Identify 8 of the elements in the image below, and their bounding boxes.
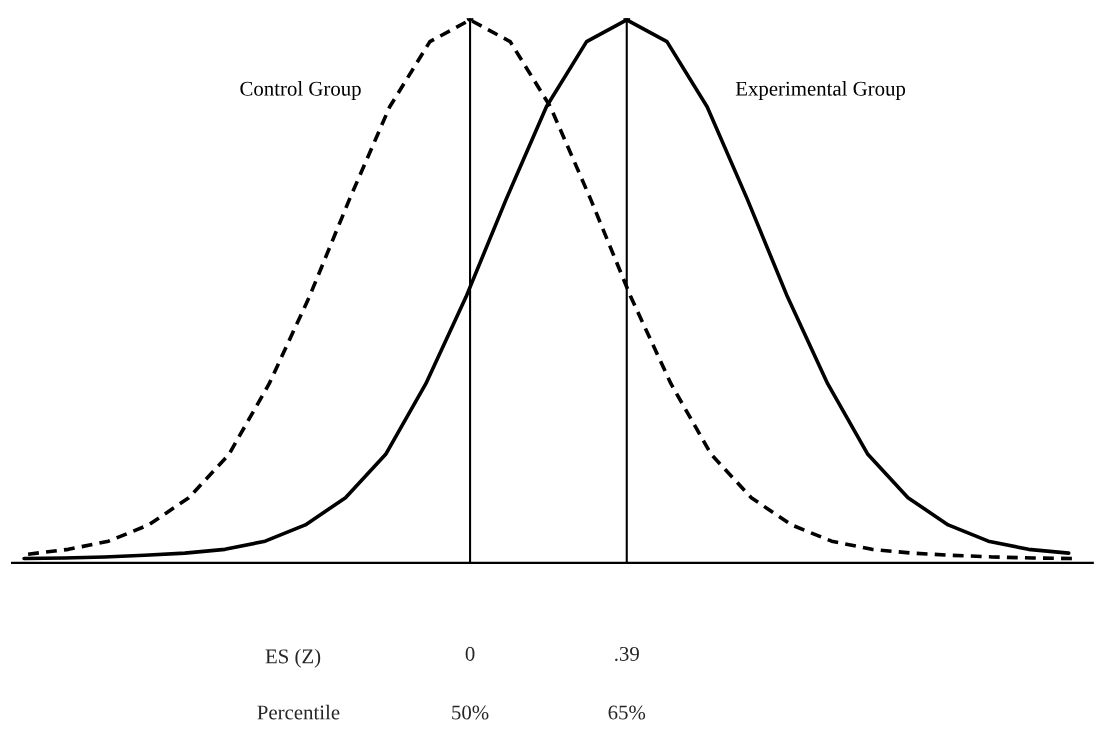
text: 65% — [608, 705, 646, 720]
x-tick-label: 0 — [465, 646, 475, 661]
text: Percentile — [257, 704, 340, 720]
series-label: Control Group — [240, 81, 361, 100]
text: 50% — [452, 705, 489, 720]
x-tick-label: .39 — [615, 646, 639, 661]
x-axis-title: ES (Z) — [265, 648, 321, 668]
series-label: Experimental Group — [735, 81, 906, 100]
